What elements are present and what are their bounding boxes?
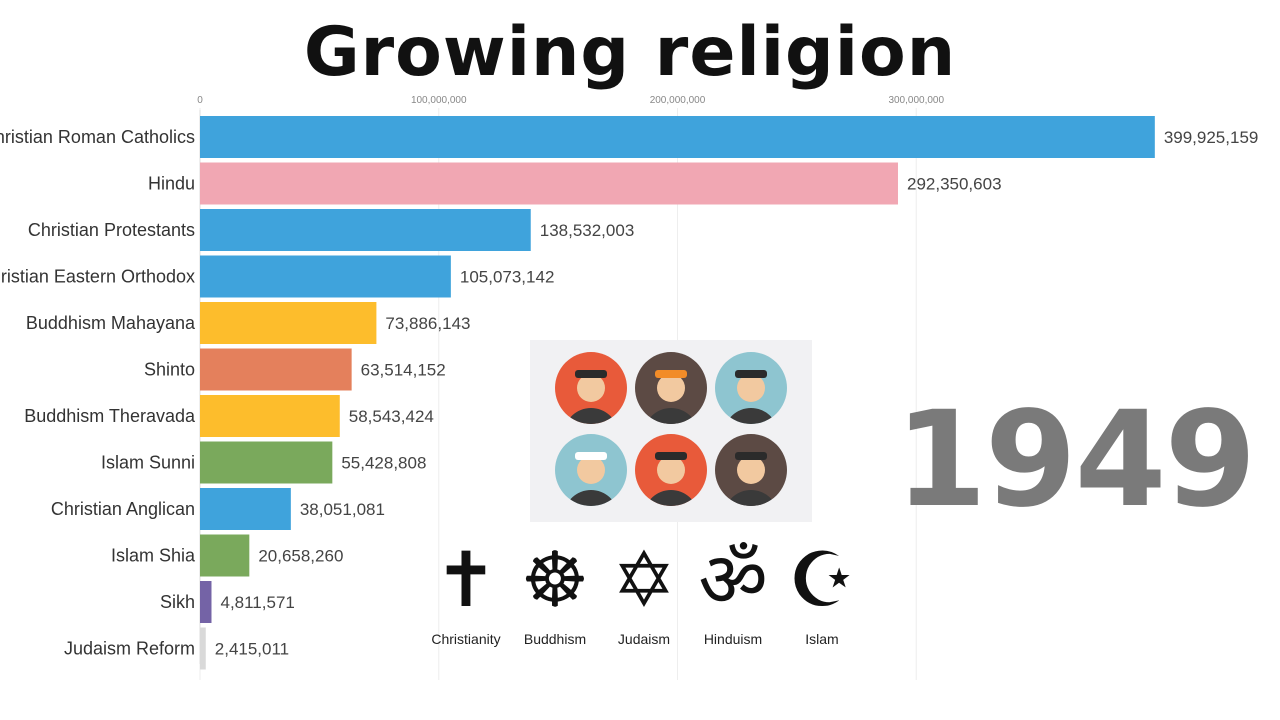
religion-symbols-row: ✝ Christianity ☸ Buddhism ✡ Judaism ॐ Hinduism ☪… <box>420 535 880 665</box>
x-tick-label: 0 <box>197 95 203 106</box>
person-with-black-hat-icon <box>635 434 707 506</box>
category-label: Christian Roman Catholics <box>0 127 195 147</box>
bar <box>200 441 333 484</box>
value-label: 63,514,152 <box>361 361 446 380</box>
bar <box>200 209 531 251</box>
bar <box>200 627 206 670</box>
star-of-david-icon: ✡ <box>612 535 676 624</box>
bar <box>200 395 340 437</box>
religious-figures-panel <box>530 340 812 522</box>
category-label: Islam Shia <box>111 546 196 566</box>
value-label: 20,658,260 <box>258 547 343 566</box>
value-label: 399,925,159 <box>1164 128 1259 147</box>
religion-symbol-label: Christianity <box>431 631 501 647</box>
category-label: Sikh <box>160 592 195 612</box>
value-label: 2,415,011 <box>215 640 289 659</box>
bar <box>200 534 250 577</box>
bar <box>200 302 377 344</box>
value-label: 105,073,142 <box>460 268 555 287</box>
religion-symbol: ☪ Islam <box>776 535 868 655</box>
person-with-kufi-icon <box>555 434 627 506</box>
religion-symbol: ॐ Hinduism <box>687 535 779 655</box>
value-label: 58,543,424 <box>349 407 434 426</box>
category-label: Christian Anglican <box>51 499 195 519</box>
religion-symbol: ☸ Buddhism <box>509 535 601 655</box>
religion-symbol: ✝ Christianity <box>420 535 512 655</box>
category-label: Islam Sunni <box>101 453 195 473</box>
monk-icon <box>715 434 787 506</box>
religion-symbol-label: Hinduism <box>703 631 763 647</box>
bar <box>200 581 212 623</box>
value-label: 292,350,603 <box>907 175 1002 194</box>
religion-symbol-label: Islam <box>805 631 839 647</box>
om-icon: ॐ <box>698 535 768 624</box>
category-label: Shinto <box>144 360 195 380</box>
category-label: Buddhism Theravada <box>24 406 196 426</box>
bar <box>200 116 1155 158</box>
value-label: 38,051,081 <box>300 500 385 519</box>
value-label: 55,428,808 <box>341 454 426 473</box>
value-label: 138,532,003 <box>540 221 635 240</box>
religion-symbol: ✡ Judaism <box>598 535 690 655</box>
person-with-turban-icon <box>635 352 707 424</box>
religion-symbol-label: Judaism <box>617 631 671 647</box>
dharma-wheel-icon: ☸ <box>520 535 590 624</box>
category-label: Hindu <box>148 174 195 194</box>
x-tick-label: 300,000,000 <box>888 95 944 106</box>
category-label: Buddhism Mahayana <box>26 313 196 333</box>
religion-symbol-label: Buddhism <box>523 631 587 647</box>
x-tick-label: 100,000,000 <box>411 95 467 106</box>
bar <box>200 162 898 205</box>
category-label: Christian Protestants <box>28 220 195 240</box>
chart-title: Growing religion <box>303 13 957 92</box>
category-label: Christian Eastern Orthodox <box>0 267 195 287</box>
bar <box>200 348 352 391</box>
crescent-star-icon: ☪ <box>787 535 857 624</box>
christian-cross-icon: ✝ <box>434 535 498 624</box>
year-label: 1949 <box>895 383 1256 537</box>
person-with-cross-icon <box>715 352 787 424</box>
x-tick-label: 200,000,000 <box>650 95 706 106</box>
person-with-hat-icon <box>555 352 627 424</box>
bar <box>200 255 451 298</box>
value-label: 4,811,571 <box>220 593 294 612</box>
category-label: Judaism Reform <box>64 639 195 659</box>
bar <box>200 488 291 530</box>
value-label: 73,886,143 <box>385 314 470 333</box>
